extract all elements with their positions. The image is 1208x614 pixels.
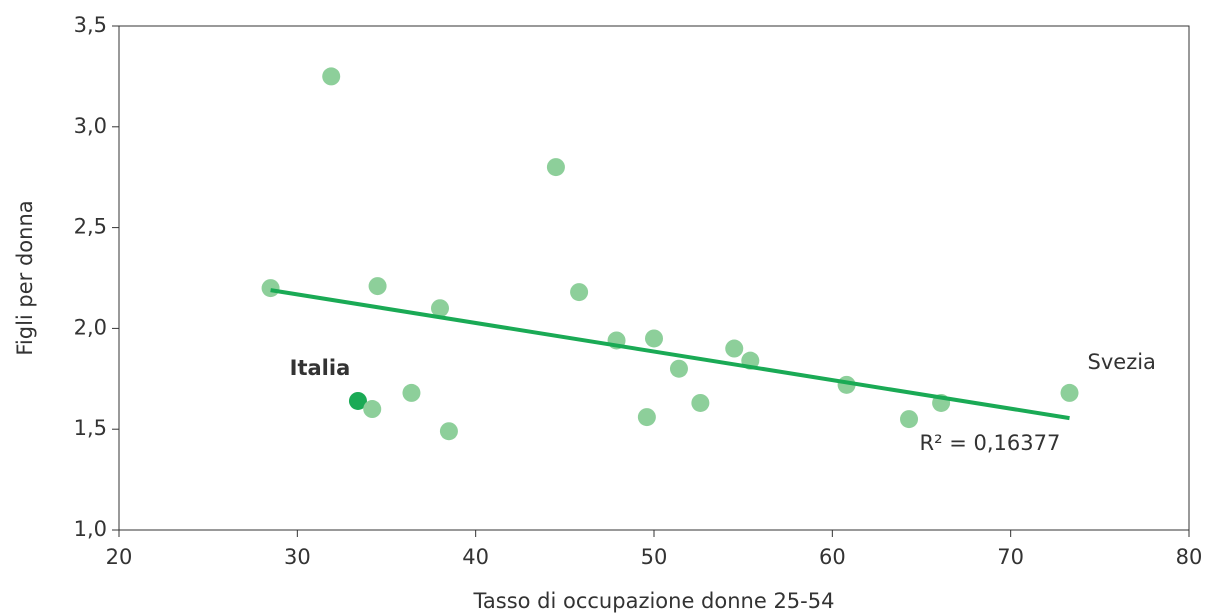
y-tick-label: 2,5 <box>74 215 107 239</box>
y-tick-label: 3,0 <box>74 114 107 138</box>
point <box>431 299 449 318</box>
point <box>570 283 589 302</box>
x-tick-label: 20 <box>106 545 133 569</box>
x-tick-label: 40 <box>462 545 489 569</box>
x-tick-label: 50 <box>641 545 668 569</box>
x-tick-label: 70 <box>997 545 1024 569</box>
y-tick-label: 1,5 <box>74 416 107 440</box>
x-tick-label: 80 <box>1176 545 1203 569</box>
point <box>691 393 710 412</box>
y-tick-label: 3,5 <box>74 13 107 37</box>
point <box>1060 383 1079 402</box>
y-axis-title: Figli per donna <box>13 200 37 355</box>
point <box>439 422 458 441</box>
x-tick-label: 60 <box>819 545 846 569</box>
point <box>402 383 421 402</box>
annotation: Svezia <box>1088 350 1156 374</box>
point <box>725 339 744 358</box>
trendline <box>270 288 1070 421</box>
point <box>261 279 280 298</box>
y-tick-label: 1,0 <box>74 517 107 541</box>
point <box>669 359 688 378</box>
point <box>546 158 565 177</box>
y-tick-label: 2,0 <box>74 315 107 339</box>
trendline-label: R² = 0,16377 <box>920 431 1061 455</box>
annotation: Italia <box>290 356 351 380</box>
point <box>348 391 367 410</box>
point <box>645 329 663 348</box>
x-tick-label: 30 <box>284 545 311 569</box>
point <box>368 277 387 296</box>
point <box>322 67 341 86</box>
x-axis-title: Tasso di occupazione donne 25-54 <box>473 589 835 613</box>
point <box>900 410 919 429</box>
point <box>637 408 656 427</box>
point <box>363 400 382 419</box>
